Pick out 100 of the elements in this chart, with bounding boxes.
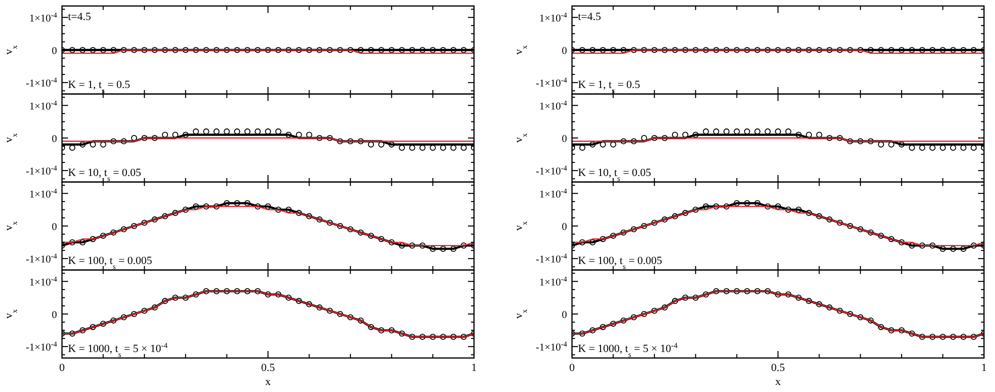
point	[857, 314, 864, 320]
point	[826, 216, 833, 223]
point	[162, 298, 168, 304]
point	[950, 246, 956, 252]
point	[264, 203, 272, 210]
point	[723, 128, 730, 135]
point	[450, 246, 456, 252]
point	[388, 327, 395, 334]
point	[326, 220, 333, 226]
point	[898, 141, 905, 148]
y-tick-label: 0	[52, 46, 57, 57]
point	[744, 200, 750, 206]
point	[702, 128, 709, 135]
point	[326, 308, 333, 314]
point	[764, 203, 771, 210]
point	[713, 203, 720, 210]
point	[590, 141, 596, 148]
point	[430, 334, 436, 340]
point	[662, 304, 668, 311]
point	[672, 213, 678, 220]
point	[662, 216, 668, 223]
point	[600, 236, 606, 242]
point	[610, 232, 616, 239]
point	[409, 334, 416, 340]
point	[388, 141, 395, 148]
point	[326, 134, 333, 142]
point	[806, 298, 812, 304]
y-tick-label: 1×10$^{-4}$	[29, 98, 58, 112]
point	[419, 334, 426, 340]
point	[378, 327, 384, 334]
point	[950, 334, 956, 340]
x-tick-label: 0.5	[261, 362, 276, 374]
point	[224, 128, 230, 135]
point	[908, 330, 915, 337]
y-tick-label: 1×10$^{-4}$	[539, 274, 568, 288]
point	[182, 206, 189, 213]
point	[836, 220, 843, 226]
y-tick-label: 0	[52, 222, 57, 233]
point	[316, 304, 323, 311]
point	[275, 128, 282, 135]
point	[131, 222, 138, 230]
point	[368, 232, 374, 239]
y-tick-label: 1×10$^{-4}$	[29, 10, 58, 24]
point	[806, 210, 812, 216]
point	[337, 138, 344, 144]
point	[929, 334, 936, 340]
point	[110, 317, 117, 324]
point	[600, 141, 606, 148]
point	[929, 242, 936, 249]
point	[662, 134, 668, 142]
point	[388, 239, 395, 246]
point	[440, 246, 446, 252]
point	[796, 206, 802, 213]
point	[358, 317, 364, 324]
point	[337, 310, 344, 318]
point	[254, 288, 261, 294]
annotation: K = 100, t$_{s}$ = 0.005	[68, 255, 153, 270]
point	[702, 203, 709, 210]
point	[785, 206, 792, 213]
point	[460, 242, 467, 249]
point	[610, 141, 616, 148]
point	[847, 138, 854, 144]
point	[868, 317, 874, 324]
point	[141, 134, 148, 142]
point	[929, 144, 936, 151]
point	[734, 288, 740, 294]
point	[398, 330, 405, 337]
point	[172, 294, 178, 301]
y-tick-label: 0	[52, 134, 57, 145]
point	[192, 128, 199, 135]
y-tick-label: 0	[562, 222, 567, 233]
point	[590, 239, 596, 246]
point	[898, 239, 905, 246]
point	[878, 232, 884, 239]
point	[100, 320, 106, 327]
point	[600, 324, 606, 330]
point	[610, 320, 616, 327]
y-tick-label: 1×10$^{-4}$	[539, 186, 568, 200]
point	[213, 128, 220, 135]
point	[120, 314, 127, 320]
point	[368, 324, 374, 330]
point	[940, 334, 946, 340]
point	[286, 294, 292, 301]
point	[378, 141, 384, 148]
point	[878, 324, 884, 330]
point	[141, 220, 148, 226]
point	[347, 226, 354, 232]
point	[120, 226, 127, 232]
point	[162, 132, 168, 138]
point	[286, 206, 292, 213]
y-tick-label: 1×10$^{-4}$	[539, 10, 568, 24]
y-tick-label: 0	[52, 310, 57, 321]
point	[254, 128, 261, 135]
point	[785, 291, 792, 298]
point	[80, 327, 86, 334]
point	[970, 334, 977, 340]
point	[275, 291, 282, 298]
y-tick-label: 0	[562, 46, 567, 57]
point	[234, 128, 240, 135]
point	[579, 330, 586, 337]
